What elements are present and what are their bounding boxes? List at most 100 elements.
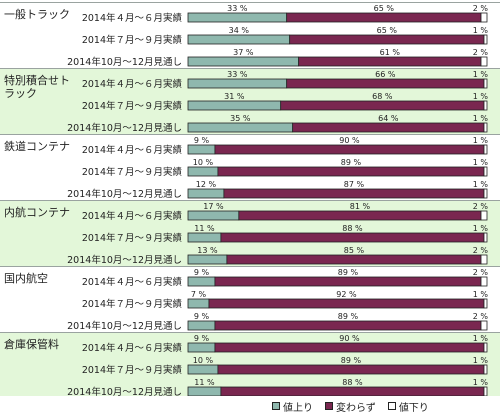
- data-label-same: 65 %: [374, 4, 395, 13]
- group-label-two: 特別積合せトラック: [4, 73, 70, 100]
- group-label-line: 鉄道コンテナ: [4, 139, 70, 153]
- period-label: 2014年４月～６月実績: [82, 342, 183, 354]
- data-label-down: 2 %: [473, 268, 489, 277]
- bar-segment-down: [483, 298, 488, 309]
- bar-segment-down: [483, 122, 488, 133]
- bar-segment-up: [187, 276, 216, 287]
- data-label-same: 89 %: [341, 158, 362, 167]
- group-label-line: ラック: [4, 87, 37, 100]
- bar-segment-down: [483, 342, 488, 353]
- data-label-same: 89 %: [341, 356, 362, 365]
- period-label: 2014年４月～６月実績: [82, 210, 183, 222]
- period-label: 2014年７月～９月実績: [82, 232, 183, 244]
- data-label-down: 2 %: [473, 312, 489, 321]
- bar-segment-same: [220, 386, 485, 396]
- bar-segment-same: [292, 122, 485, 133]
- bar-segment-down: [483, 364, 488, 375]
- bar-segment-same: [214, 144, 485, 155]
- data-label-down: 1 %: [473, 180, 489, 189]
- bar-segment-up: [187, 56, 300, 67]
- bar-segment-up: [187, 188, 225, 199]
- data-label-up: 33 %: [227, 4, 248, 13]
- data-label-down: 1 %: [473, 334, 489, 343]
- group-label-line: 特別積合せト: [4, 73, 70, 87]
- data-label-up: 9 %: [194, 268, 210, 277]
- bar-segment-up: [187, 34, 291, 45]
- bar-segment-same: [214, 342, 485, 353]
- bar-segment-same: [220, 232, 485, 243]
- bar-segment-up: [187, 78, 288, 89]
- period-label: 2014年４月～６月実績: [82, 78, 183, 90]
- period-label: 2014年７月～９月実績: [82, 166, 183, 178]
- data-label-same: 81 %: [350, 202, 371, 211]
- group-label-line: 国内航空: [4, 271, 48, 285]
- group-label-line: 一般トラック: [4, 8, 70, 21]
- legend-label-same: 変わらず: [336, 402, 376, 414]
- bar-segment-same: [217, 166, 485, 177]
- group-label-six: 倉庫保管料: [4, 337, 59, 351]
- bar-segment-same: [226, 254, 482, 265]
- data-label-down: 1 %: [473, 158, 489, 167]
- data-label-down: 1 %: [473, 136, 489, 145]
- legend-item-up: 値上り: [272, 399, 313, 414]
- bar-segment-down: [480, 276, 488, 287]
- period-label: 2014年４月～６月実績: [82, 144, 183, 156]
- data-label-down: 1 %: [473, 290, 489, 299]
- data-label-down: 2 %: [473, 4, 489, 13]
- bar-segment-up: [187, 342, 216, 353]
- data-label-same: 89 %: [338, 312, 359, 321]
- bar-segment-down: [483, 144, 488, 155]
- data-label-same: 61 %: [380, 48, 401, 57]
- legend-label-up: 値上り: [283, 402, 313, 414]
- data-label-same: 92 %: [336, 290, 357, 299]
- data-label-down: 1 %: [473, 378, 489, 387]
- bar-segment-up: [187, 12, 288, 23]
- data-label-down: 2 %: [473, 246, 489, 255]
- data-label-same: 85 %: [344, 246, 365, 255]
- data-label-same: 64 %: [378, 114, 399, 123]
- bar-segment-same: [289, 34, 485, 45]
- bar-segment-up: [187, 320, 216, 331]
- data-label-up: 17 %: [203, 202, 224, 211]
- period-label: 2014年４月～６月実績: [82, 12, 183, 24]
- period-label: 2014年10月～12月見通し: [67, 188, 182, 200]
- bar-segment-down: [483, 386, 488, 396]
- group-label-one: 一般トラック: [4, 8, 70, 21]
- data-label-same: 90 %: [339, 334, 360, 343]
- period-label: 2014年10月～12月見通し: [67, 320, 182, 332]
- legend-swatch-up: [272, 402, 280, 410]
- bar-segment-down: [480, 210, 488, 221]
- bar-segment-down: [483, 78, 488, 89]
- bar-segment-up: [187, 386, 222, 396]
- data-label-up: 9 %: [194, 312, 210, 321]
- period-label: 2014年10月～12月見通し: [67, 386, 182, 396]
- data-label-up: 11 %: [194, 224, 215, 233]
- period-label: 2014年７月～９月実績: [82, 34, 183, 46]
- data-label-same: 90 %: [339, 136, 360, 145]
- bar-segment-down: [480, 56, 488, 67]
- data-label-same: 89 %: [338, 268, 359, 277]
- bar-segment-same: [208, 298, 485, 309]
- bar-segment-same: [286, 78, 485, 89]
- bar-segment-down: [483, 34, 488, 45]
- bar-segment-down: [480, 12, 488, 23]
- bar-segment-down: [483, 100, 488, 111]
- bar-segment-down: [483, 166, 488, 177]
- data-label-up: 7 %: [191, 290, 207, 299]
- data-label-up: 10 %: [193, 356, 214, 365]
- data-label-down: 2 %: [473, 202, 489, 211]
- legend-swatch-same: [325, 402, 333, 410]
- bar-segment-same: [280, 100, 485, 111]
- bar-segment-same: [238, 210, 482, 221]
- bar-segment-same: [298, 56, 482, 67]
- data-label-same: 66 %: [375, 70, 396, 79]
- legend-item-down: 値下り: [387, 399, 429, 414]
- data-label-up: 13 %: [197, 246, 218, 255]
- bar-segment-up: [187, 298, 210, 309]
- data-label-up: 33 %: [227, 70, 248, 79]
- data-label-down: 1 %: [473, 92, 489, 101]
- bar-segment-down: [480, 254, 488, 265]
- period-label: 2014年10月～12月見通し: [67, 56, 182, 68]
- data-label-same: 68 %: [372, 92, 393, 101]
- data-label-down: 1 %: [473, 224, 489, 233]
